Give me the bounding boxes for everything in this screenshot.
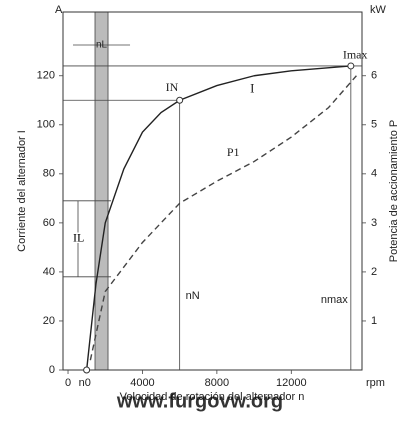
y-unit: A <box>55 4 63 16</box>
plot-frame <box>62 11 363 371</box>
watermark: www.furgovw.org <box>116 390 283 412</box>
legend-label: I <box>250 81 254 96</box>
x-tick-label: 4000 <box>130 377 154 389</box>
y2-tick-label: 5 <box>371 119 377 131</box>
y2-tick-label: 3 <box>371 217 377 229</box>
y-tick-label: 60 <box>43 217 55 229</box>
max-speed-label: nmax <box>321 294 348 306</box>
y2-tick-label: 1 <box>371 315 377 327</box>
idle-speed-label: n0 <box>79 377 91 389</box>
y-tick-label: 20 <box>43 315 55 327</box>
y2-tick-label: 4 <box>371 168 377 180</box>
x-tick-label: 0 <box>65 377 71 389</box>
x-tick-label: 8000 <box>205 377 229 389</box>
current-range-label: IL <box>73 231 84 245</box>
point-marker <box>347 62 355 70</box>
rated-speed-label: nN <box>186 290 200 302</box>
point-marker <box>176 96 184 104</box>
y2-tick-label: 2 <box>371 266 377 278</box>
x-unit: rpm <box>366 377 385 389</box>
y-tick-label: 80 <box>43 168 55 180</box>
y2-axis-title: Potencia de accionamiento P <box>388 120 400 262</box>
max-current-label: Imax <box>343 48 368 62</box>
y-axis-title: Corriente del alternador I <box>16 130 28 252</box>
series-line <box>89 75 357 361</box>
y-tick-label: 100 <box>37 119 55 131</box>
x-tick-label: 12000 <box>276 377 307 389</box>
rated-current-label: IN <box>166 80 179 94</box>
x-axis-title: Velocidad de rotación del alternador n <box>120 391 305 403</box>
speed-band-label: nL <box>96 40 108 51</box>
idle-marker <box>83 366 91 374</box>
legend-label: P1 <box>227 145 240 159</box>
series-line <box>85 65 351 371</box>
y-tick-label: 120 <box>37 70 55 82</box>
y-tick-label: 0 <box>49 364 55 376</box>
y2-unit: kW <box>370 4 387 16</box>
y2-tick-label: 6 <box>371 70 377 82</box>
y-tick-label: 40 <box>43 266 55 278</box>
